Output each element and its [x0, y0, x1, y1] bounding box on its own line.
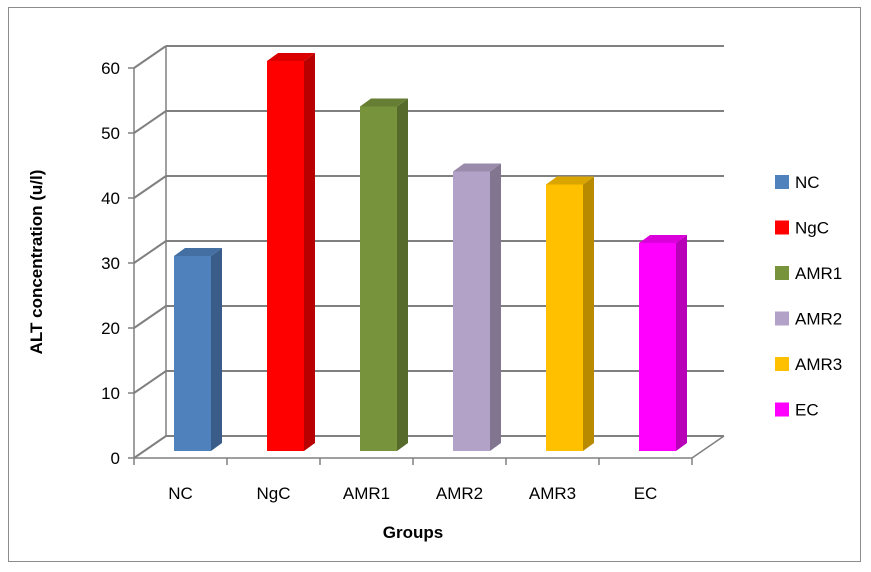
bar-nc [174, 248, 222, 451]
y-tick-label: 30 [101, 254, 120, 273]
y-tick-label: 10 [101, 384, 120, 403]
floor-edge-right [691, 435, 725, 459]
bar-amr1 [360, 98, 408, 451]
x-tick-label: AMR2 [436, 484, 483, 503]
legend-swatch [775, 175, 789, 189]
bar-top [453, 163, 501, 172]
bar-top [639, 235, 687, 243]
bar-side [304, 53, 315, 451]
legend-swatch [775, 357, 789, 371]
axes [128, 46, 725, 465]
gridline-depth [133, 110, 167, 134]
chart-frame [8, 7, 861, 562]
x-tick-label: NC [168, 484, 193, 503]
y-tick-label: 20 [101, 319, 120, 338]
x-tick-label: AMR3 [529, 484, 576, 503]
bar-front [360, 106, 397, 451]
bar-side [583, 176, 594, 451]
bar-side [397, 98, 408, 451]
y-tick-label: 50 [101, 124, 120, 143]
bar-top [174, 248, 222, 256]
legend-label: NC [795, 173, 820, 192]
legend-swatch [775, 402, 789, 417]
legend-label: NgC [795, 219, 829, 238]
x-tick-label: NgC [256, 484, 290, 503]
bars [174, 53, 687, 451]
bar-ec [639, 235, 687, 451]
bar-side [211, 248, 222, 451]
gridline-depth [133, 435, 167, 459]
y-tick-label: 0 [111, 449, 120, 468]
x-tick-label: EC [634, 484, 658, 503]
x-axis-title: Groups [383, 523, 443, 542]
y-tick-label: 40 [101, 189, 120, 208]
gridlines [133, 45, 724, 459]
bar-ngc [267, 53, 315, 451]
bar-top [267, 53, 315, 61]
legend-label: EC [795, 401, 819, 420]
bar-side [676, 235, 687, 451]
bar-amr3 [546, 176, 594, 451]
gridline-depth [133, 175, 167, 199]
legend-label: AMR3 [795, 355, 842, 374]
bar-side [490, 163, 501, 451]
legend: NC NgC AMR1 AMR2 AMR3 EC [775, 173, 842, 420]
legend-label: AMR1 [795, 264, 842, 283]
bar-amr2 [453, 163, 501, 451]
gridline-depth [133, 370, 167, 394]
legend-label: AMR2 [795, 310, 842, 329]
y-tick-label: 60 [101, 59, 120, 78]
bar-front [267, 61, 304, 451]
legend-swatch [775, 311, 789, 326]
bar-front [453, 171, 490, 451]
bar-top [546, 176, 594, 185]
legend-swatch [775, 220, 789, 235]
gridline-depth [133, 240, 167, 264]
bar-front [639, 243, 676, 451]
legend-swatch [775, 266, 789, 280]
gridline-depth [133, 45, 167, 69]
tick-labels: 0 10 20 30 40 50 60 NC NgC AMR1 AMR2 AMR3 EC [101, 59, 657, 503]
x-tick-label: AMR1 [343, 484, 390, 503]
bar-front [174, 256, 211, 451]
bar-top [360, 98, 408, 107]
bar-front [546, 184, 583, 451]
y-axis-title: ALT concentration (u/l) [27, 170, 46, 355]
gridline-depth [133, 305, 167, 329]
